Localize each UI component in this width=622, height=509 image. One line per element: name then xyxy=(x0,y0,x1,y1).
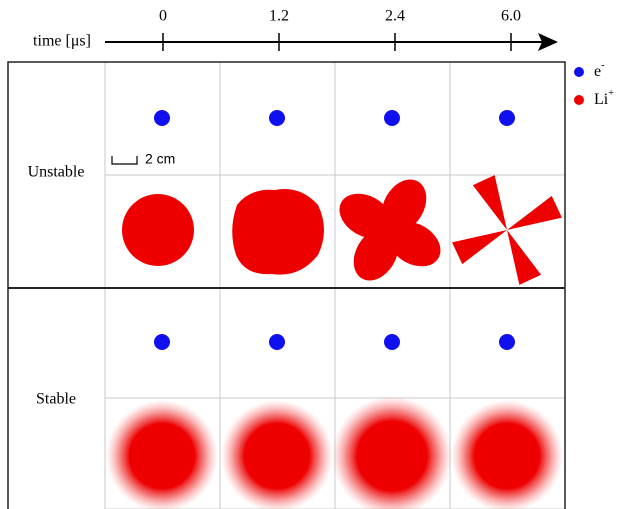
legend-text: e xyxy=(594,63,601,80)
tick-label: 6.0 xyxy=(501,8,521,25)
scale-label: 2 cm xyxy=(145,151,175,167)
legend-marker xyxy=(574,95,584,105)
electron-blob xyxy=(499,334,515,350)
ion-cloud xyxy=(106,400,218,509)
legend-sup: + xyxy=(608,88,614,99)
ion-cloud xyxy=(451,400,563,509)
electron-blob xyxy=(384,110,400,126)
figure: time [μs] 0 1.2 2.4 6.0 Unstable Stable xyxy=(0,0,622,509)
legend-label: e- xyxy=(594,60,604,79)
legend-marker xyxy=(574,67,584,77)
legend-text: Li xyxy=(594,91,609,108)
electron-blob xyxy=(154,334,170,350)
electron-blob xyxy=(269,110,285,126)
axis-label: time [μs] xyxy=(33,33,91,50)
ion-blob xyxy=(232,189,324,275)
electron-blob xyxy=(499,110,515,126)
ion-blob xyxy=(122,194,194,266)
electron-blob xyxy=(384,334,400,350)
electron-blob xyxy=(154,110,170,126)
tick-label: 1.2 xyxy=(269,8,289,25)
legend-sup: - xyxy=(601,60,604,71)
row-label: Stable xyxy=(36,391,76,408)
ticks: 0 1.2 2.4 6.0 xyxy=(159,8,521,51)
tick-label: 2.4 xyxy=(385,8,405,25)
row-label: Unstable xyxy=(28,164,85,181)
ion-cloud xyxy=(221,400,333,509)
legend-label: Li+ xyxy=(594,88,614,107)
page: time [μs] 0 1.2 2.4 6.0 Unstable Stable xyxy=(0,0,622,509)
electron-blob xyxy=(269,334,285,350)
tick-label: 0 xyxy=(159,8,167,25)
